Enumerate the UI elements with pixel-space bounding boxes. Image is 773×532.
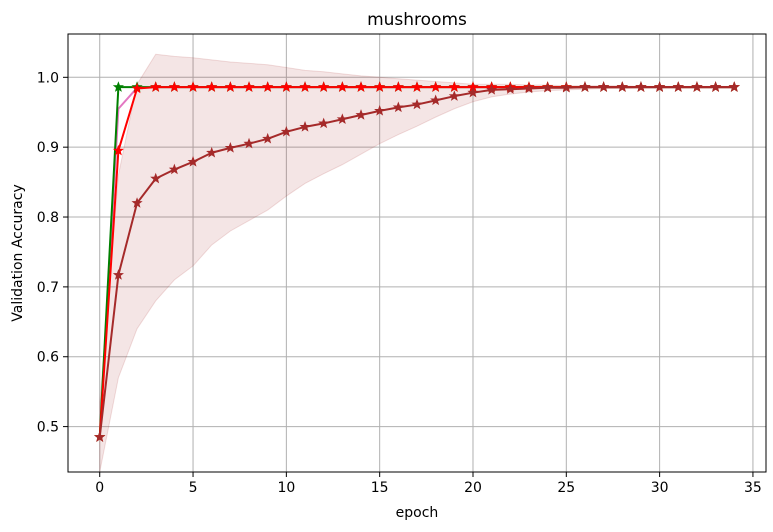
data-point <box>112 144 124 156</box>
data-point <box>374 81 386 92</box>
data-point <box>336 113 348 124</box>
data-point <box>374 104 386 116</box>
x-tick-label: 5 <box>189 480 198 496</box>
data-point <box>635 81 647 92</box>
data-point <box>616 81 628 92</box>
data-point <box>411 81 423 92</box>
data-point <box>430 94 442 106</box>
data-point <box>691 81 703 92</box>
data-point <box>710 81 722 92</box>
data-point <box>392 101 404 113</box>
chart-title: mushrooms <box>367 10 467 30</box>
data-point <box>187 81 199 92</box>
data-point <box>467 86 479 98</box>
data-point <box>448 90 460 101</box>
x-tick-label: 30 <box>651 480 669 496</box>
data-point <box>168 163 180 175</box>
y-tick-label: 0.5 <box>37 420 59 436</box>
x-tick-label: 15 <box>371 480 389 496</box>
data-point <box>355 81 367 92</box>
data-point <box>542 81 554 93</box>
data-point <box>131 197 143 208</box>
plot-frame <box>67 33 767 473</box>
data-point <box>187 155 199 167</box>
data-point <box>262 81 274 92</box>
data-point <box>728 81 740 92</box>
grid-layer <box>68 34 766 472</box>
y-tick-label: 0.9 <box>37 140 59 156</box>
y-tick-label: 0.8 <box>37 210 59 226</box>
data-point <box>94 431 106 442</box>
data-point <box>523 82 535 94</box>
data-point <box>243 137 255 149</box>
data-point <box>280 81 292 92</box>
data-point <box>355 109 367 120</box>
x-tick-label: 20 <box>464 480 482 496</box>
data-point <box>131 82 143 94</box>
data-point <box>280 125 292 137</box>
x-tick-label: 0 <box>95 480 104 496</box>
x-tick-label: 25 <box>557 480 575 496</box>
y-axis-label: Validation Accuracy <box>10 184 26 322</box>
data-point <box>206 146 218 158</box>
data-point <box>672 81 684 92</box>
data-point <box>299 121 311 132</box>
data-point <box>598 81 610 92</box>
data-point <box>168 81 180 92</box>
data-point <box>579 81 591 92</box>
y-tick-label: 0.6 <box>37 350 59 366</box>
band-layer <box>99 53 735 473</box>
data-point <box>448 81 460 92</box>
tick-layer: 0 5 10 15 20 25 30 35 0.5 0.6 0.7 0.8 0.9 1.0 <box>37 70 762 496</box>
confidence-band <box>99 53 735 473</box>
data-point <box>392 81 404 92</box>
data-point <box>411 98 423 110</box>
data-point <box>486 84 498 95</box>
data-point <box>654 81 666 92</box>
y-tick-label: 1.0 <box>37 70 59 86</box>
data-point <box>112 269 124 280</box>
data-point <box>206 81 218 92</box>
data-point <box>112 81 124 92</box>
series-3 <box>94 81 740 442</box>
data-point <box>150 81 162 92</box>
data-point <box>504 83 516 94</box>
data-point <box>318 81 330 92</box>
data-point <box>150 172 162 184</box>
data-point <box>318 117 330 129</box>
x-tick-label: 35 <box>744 480 762 496</box>
data-point <box>243 81 255 92</box>
data-point <box>299 81 311 92</box>
data-point <box>336 81 348 92</box>
data-point <box>224 142 236 153</box>
data-point <box>560 81 572 93</box>
x-tick-label: 10 <box>277 480 295 496</box>
series-layer <box>94 81 740 442</box>
y-tick-label: 0.7 <box>37 280 59 296</box>
x-axis-label: epoch <box>396 505 439 521</box>
data-point <box>224 81 236 92</box>
data-point <box>430 81 442 92</box>
data-point <box>262 132 274 144</box>
